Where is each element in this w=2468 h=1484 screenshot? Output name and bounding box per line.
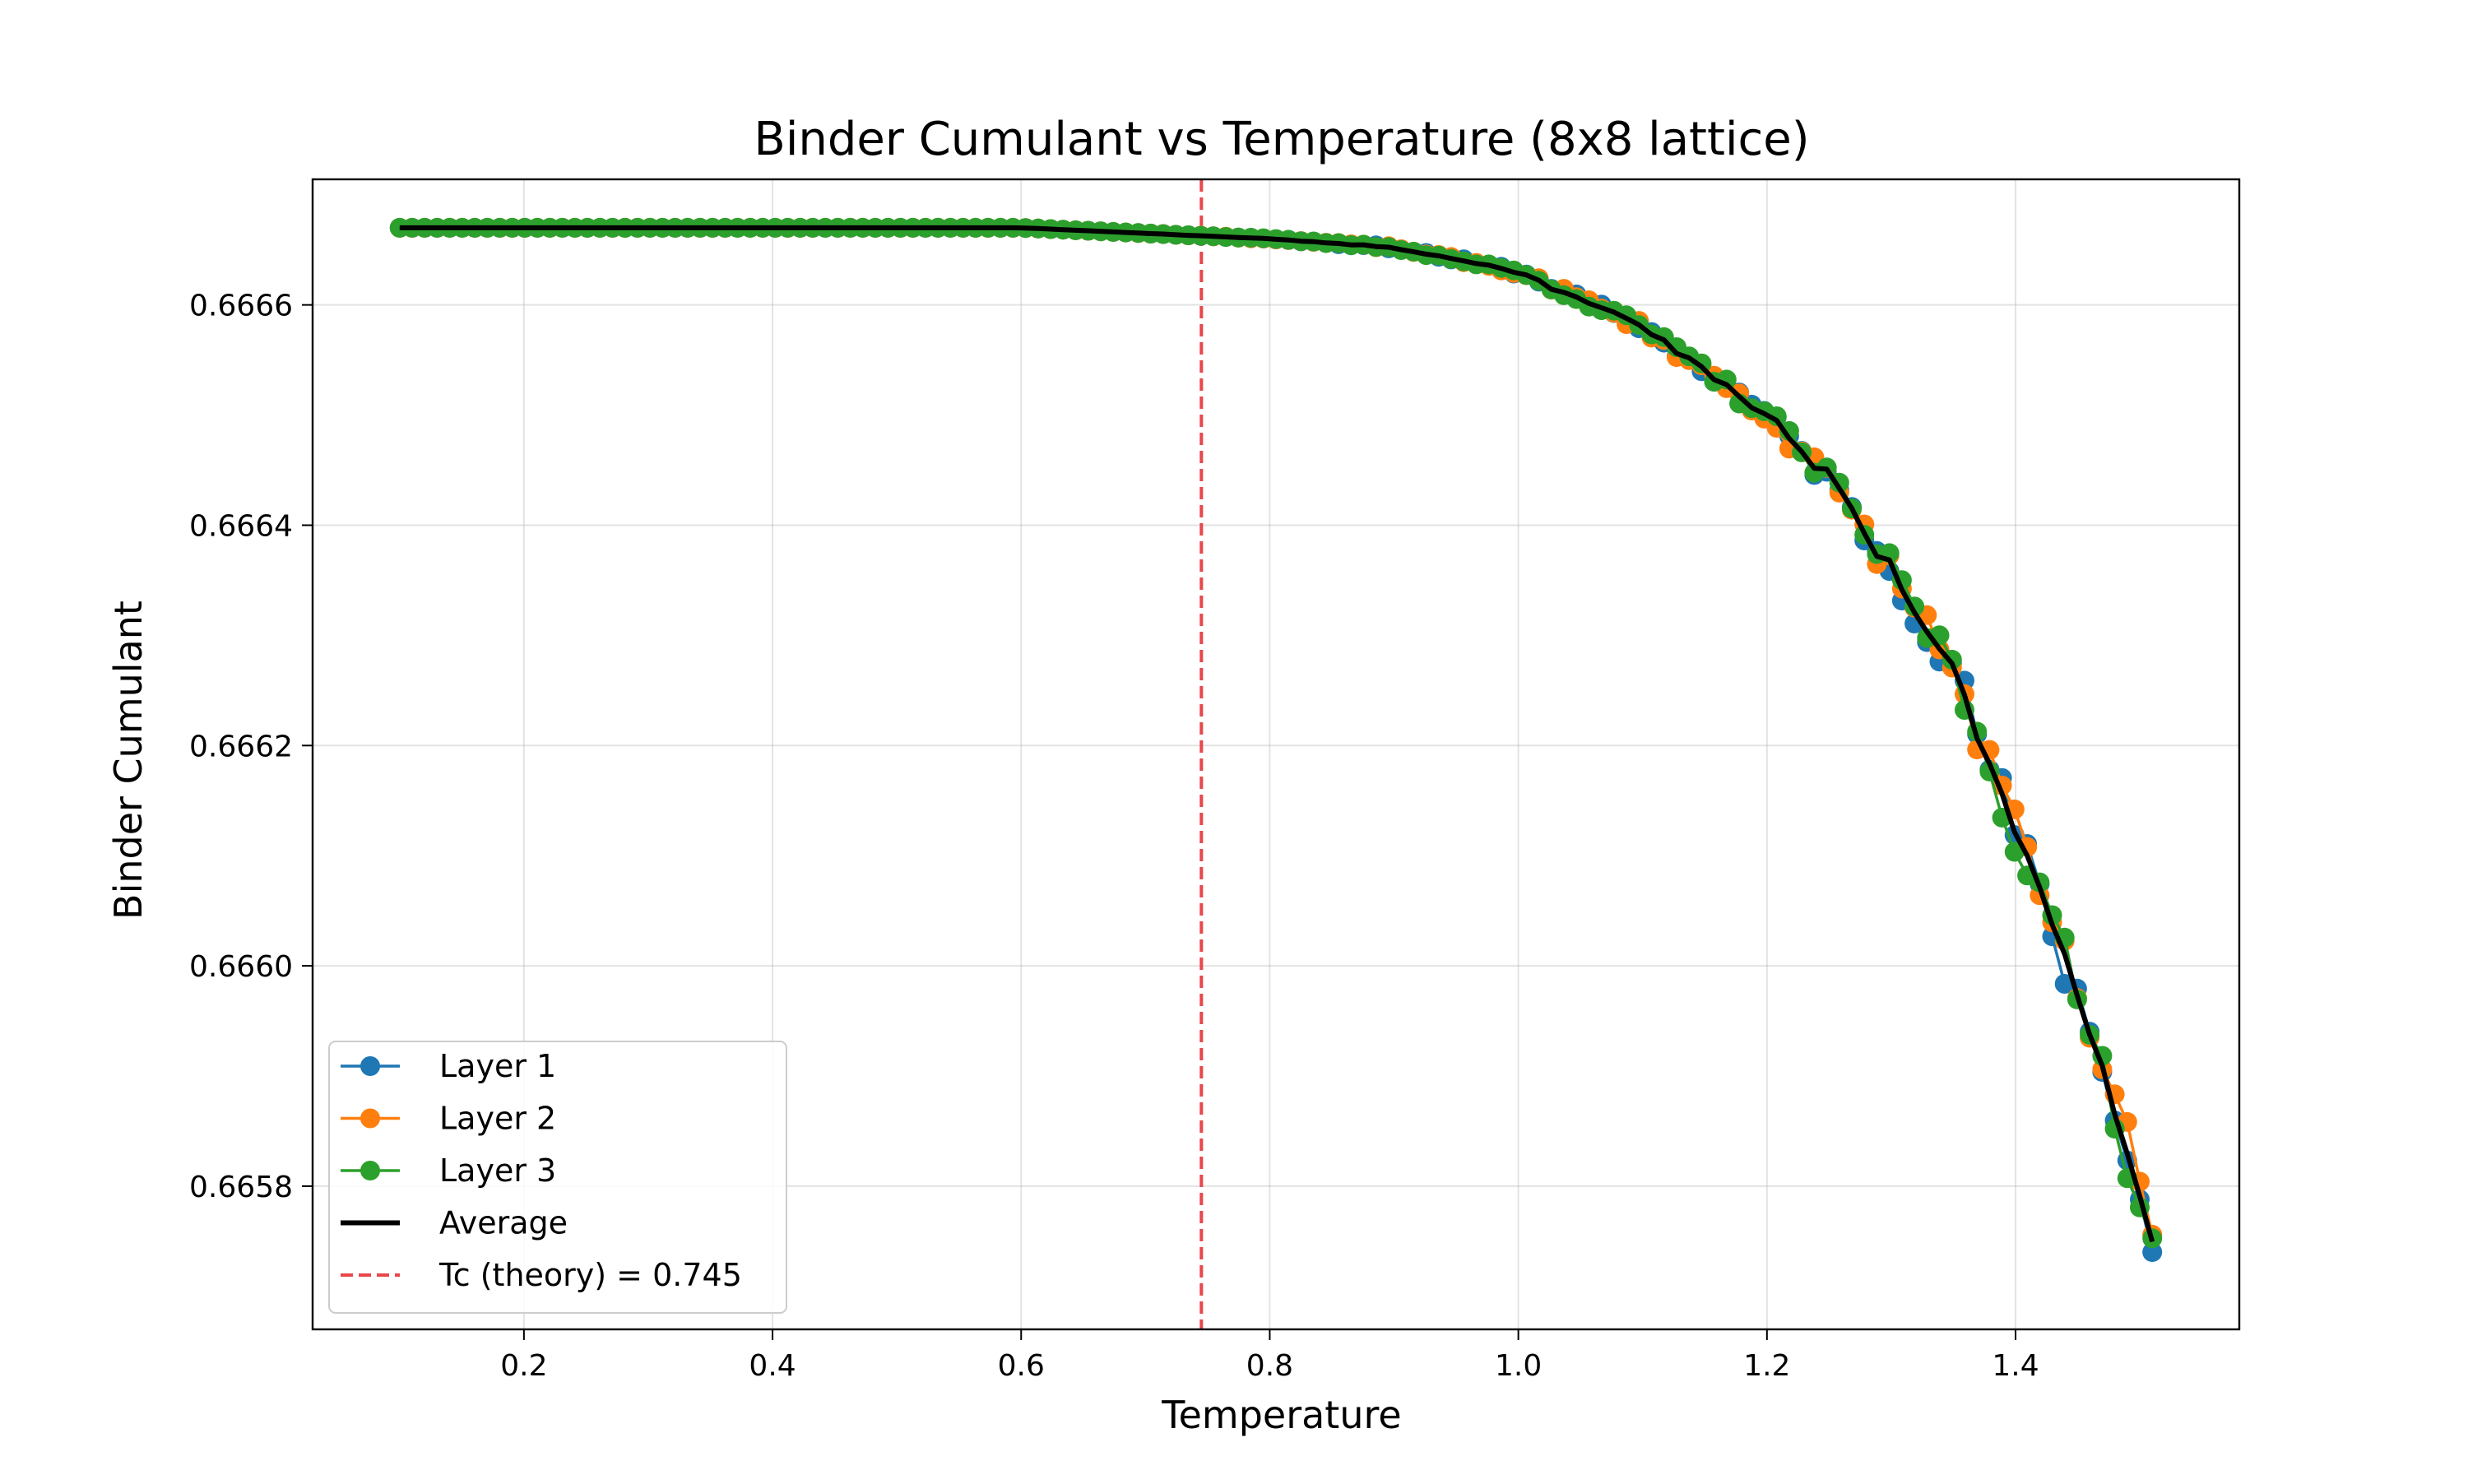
legend-entry-tc-theory--0745: Tc (theory) = 0.745 xyxy=(341,1257,742,1293)
x-tick-label: 0.4 xyxy=(749,1349,796,1383)
y-axis-ticks: 0.6658 0.6660 0.6662 0.6664 0.6666 xyxy=(189,290,313,1204)
legend-label: Layer 1 xyxy=(439,1048,556,1084)
data-point-layer-3 xyxy=(1779,420,1799,441)
x-axis-ticks: 0.2 0.4 0.6 0.8 1.0 1.2 1.4 xyxy=(500,1329,2039,1383)
x-tick-label: 0.6 xyxy=(998,1349,1045,1383)
legend: Layer 1 Layer 2 Layer 3 Average Tc (theory) … xyxy=(328,1041,787,1314)
y-tick-label: 0.6660 xyxy=(189,950,293,984)
y-axis-label: Binder Cumulant xyxy=(106,601,151,920)
x-tick-label: 0.8 xyxy=(1246,1349,1293,1383)
x-tick-label: 0.2 xyxy=(500,1349,547,1383)
y-tick-label: 0.6662 xyxy=(189,730,293,763)
legend-box xyxy=(328,1041,787,1314)
x-tick-label: 1.0 xyxy=(1495,1349,1542,1383)
legend-label: Layer 2 xyxy=(439,1101,556,1137)
legend-label: Tc (theory) = 0.745 xyxy=(438,1257,742,1293)
y-tick-label: 0.6658 xyxy=(189,1171,293,1204)
x-tick-label: 1.4 xyxy=(1992,1349,2039,1383)
series-line-average xyxy=(399,225,2155,1243)
legend-entry-layer-3: Layer 3 xyxy=(341,1152,556,1189)
series-layer xyxy=(389,217,2163,1263)
x-axis-label: Temperature xyxy=(1161,1393,1401,1437)
legend-marker xyxy=(360,1108,380,1129)
x-tick-label: 1.2 xyxy=(1743,1349,1790,1383)
legend-marker xyxy=(360,1056,380,1076)
y-tick-label: 0.6666 xyxy=(189,290,293,323)
chart-title: Binder Cumulant vs Temperature (8x8 latt… xyxy=(754,113,1809,166)
y-tick-label: 0.6664 xyxy=(189,509,293,543)
legend-entry-layer-1: Layer 1 xyxy=(341,1048,556,1084)
grid-layer xyxy=(313,179,2239,1329)
series-average xyxy=(399,225,2155,1243)
legend-entry-layer-2: Layer 2 xyxy=(341,1101,556,1137)
data-point-layer-3 xyxy=(1766,406,1787,426)
legend-label: Layer 3 xyxy=(439,1152,556,1189)
legend-marker xyxy=(360,1161,380,1180)
data-point-layer-1 xyxy=(2142,1242,2163,1263)
plot-frame xyxy=(311,178,2241,1331)
data-point-layer-3 xyxy=(2004,842,2025,862)
legend-label: Average xyxy=(439,1205,568,1241)
legend-entry-average: Average xyxy=(341,1205,568,1241)
